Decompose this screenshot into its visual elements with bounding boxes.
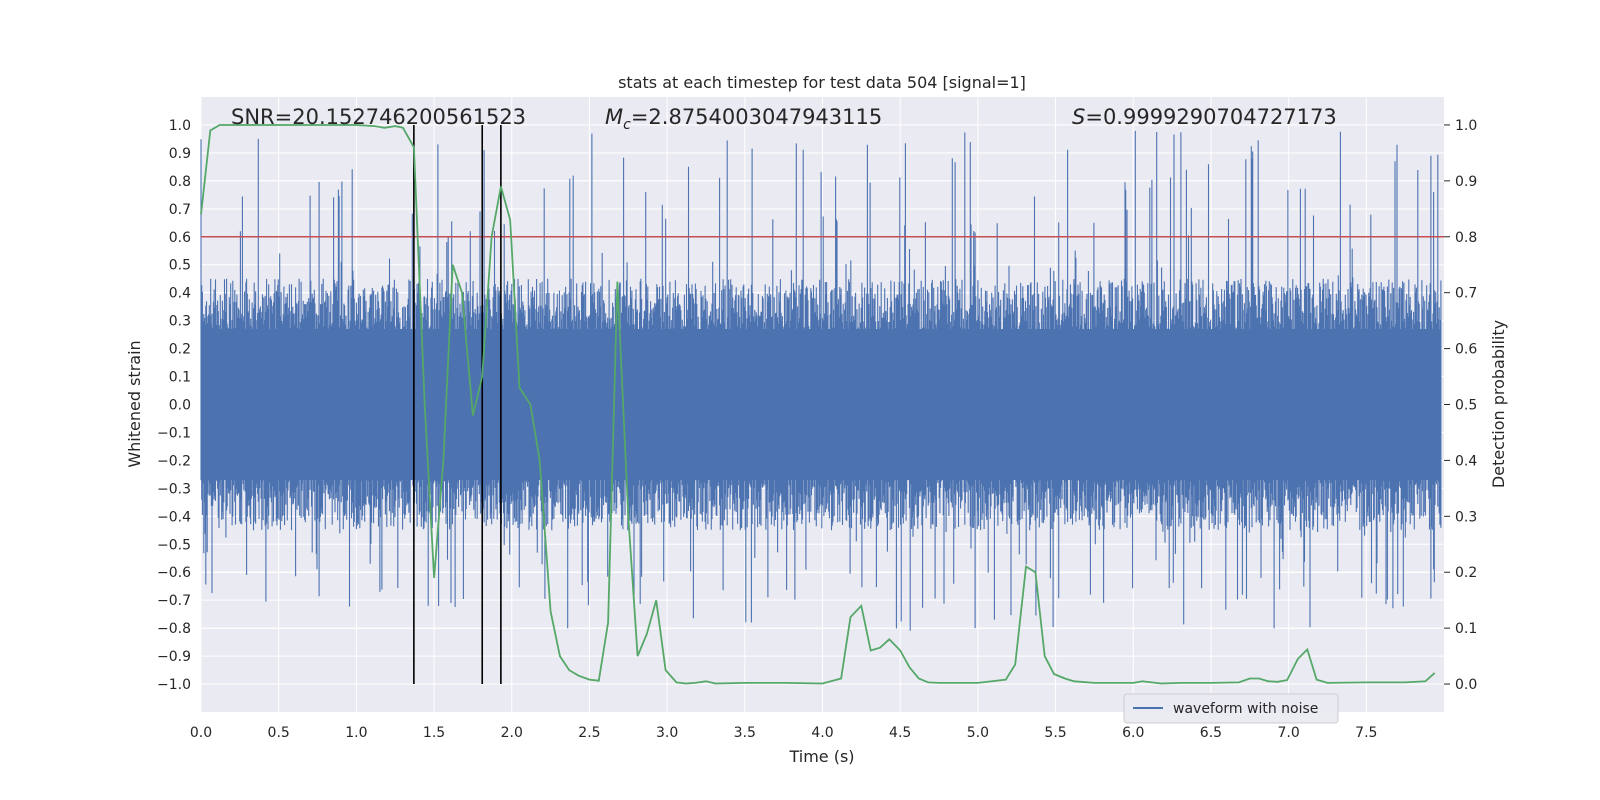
x-tick-label: 5.5: [1044, 725, 1066, 741]
y-left-tick-label: −1.0: [157, 677, 191, 693]
x-tick-label: 3.5: [734, 725, 756, 741]
y-left-tick-label: 0.7: [169, 202, 191, 218]
y-right-tick-label: 0.0: [1455, 677, 1477, 693]
y-left-tick-label: −0.3: [157, 481, 191, 497]
y-right-tick-label: 0.1: [1455, 621, 1477, 637]
y-right-axis-label: Detection probability: [1489, 320, 1508, 488]
y-right-tick-label: 0.5: [1455, 398, 1477, 414]
x-tick-label: 4.0: [811, 725, 833, 741]
y-left-tick-label: −0.4: [157, 509, 191, 525]
y-left-tick-label: 0.3: [169, 314, 191, 330]
x-tick-label: 6.0: [1122, 725, 1144, 741]
y-right-tick-label: 0.8: [1455, 230, 1477, 246]
legend-box: [1123, 693, 1339, 724]
y-left-tick-label: 0.2: [169, 342, 191, 358]
y-left-tick-label: 0.8: [169, 174, 191, 190]
x-tick-label: 4.5: [889, 725, 911, 741]
y-right-tick-labels: 0.0 0.1 0.2 0.3 0.4 0.5 0.6 0.7 0.8 0.9 1.0: [1444, 118, 1477, 693]
y-left-tick-label: 0.1: [169, 370, 191, 386]
s-annotation: S=0.9999290704727173: [1072, 105, 1337, 129]
probability-line: [200, 124, 1436, 685]
s-value: =0.9999290704727173: [1085, 105, 1336, 129]
y-right-tick-label: 0.9: [1455, 174, 1477, 190]
y-right-tick-label: 0.4: [1455, 453, 1477, 469]
x-tick-label: 0.0: [190, 725, 212, 741]
s-symbol: S: [1072, 105, 1085, 129]
y-left-tick-label: −0.7: [157, 593, 191, 609]
x-tick-label: 1.5: [423, 725, 445, 741]
mc-symbol: M: [605, 105, 623, 129]
y-left-tick-labels: −1.0 −0.9 −0.8 −0.7 −0.6 −0.5 −0.4 −0.3 −0.2 −0.1…: [157, 118, 191, 693]
y-left-tick-label: 0.9: [169, 146, 191, 162]
legend: waveform with noise: [1123, 693, 1339, 724]
x-tick-label: 6.5: [1200, 725, 1222, 741]
x-tick-label: 3.0: [656, 725, 678, 741]
x-axis-label: Time (s): [788, 747, 854, 766]
y-left-tick-label: −0.6: [157, 565, 191, 581]
y-left-tick-label: 0.5: [169, 258, 191, 274]
probability-series: [200, 124, 1436, 685]
y-left-tick-label: 0.6: [169, 230, 191, 246]
x-tick-label: 2.5: [578, 725, 600, 741]
snr-annotation: SNR=20.152746200561523: [231, 105, 526, 129]
mc-value: =2.8754003047943115: [631, 105, 882, 129]
y-left-axis-label: Whitened strain: [125, 340, 144, 467]
y-left-tick-label: −0.8: [157, 621, 191, 637]
y-left-tick-label: −0.5: [157, 537, 191, 553]
legend-label-waveform: waveform with noise: [1173, 701, 1318, 717]
y-right-tick-label: 0.7: [1455, 286, 1477, 302]
x-tick-labels: 0.0 0.5 1.0 1.5 2.0 2.5 3.0 3.5 4.0 4.5 5.0 5.5 6.0 6…: [190, 725, 1378, 741]
mc-subscript: c: [623, 117, 631, 133]
y-right-tick-label: 0.2: [1455, 565, 1477, 581]
y-left-tick-label: 0.0: [169, 398, 191, 414]
y-right-tick-label: 0.6: [1455, 342, 1477, 358]
y-left-tick-label: 1.0: [169, 118, 191, 134]
x-tick-label: 0.5: [268, 725, 290, 741]
y-left-tick-label: 0.4: [169, 286, 191, 302]
y-right-tick-label: 1.0: [1455, 118, 1477, 134]
x-tick-label: 7.5: [1355, 725, 1377, 741]
mc-annotation: Mc=2.8754003047943115: [605, 105, 882, 133]
x-tick-label: 1.0: [345, 725, 367, 741]
x-tick-label: 5.0: [967, 725, 989, 741]
x-tick-label: 7.0: [1277, 725, 1299, 741]
chart-title: stats at each timestep for test data 504…: [618, 73, 1026, 92]
y-left-tick-label: −0.9: [157, 649, 191, 665]
y-right-tick-label: 0.3: [1455, 509, 1477, 525]
vertical-lines: [413, 124, 502, 685]
y-left-tick-label: −0.2: [157, 453, 191, 469]
y-left-tick-label: −0.1: [157, 425, 191, 441]
waveform-series: [200, 130, 1442, 631]
x-tick-label: 2.0: [501, 725, 523, 741]
